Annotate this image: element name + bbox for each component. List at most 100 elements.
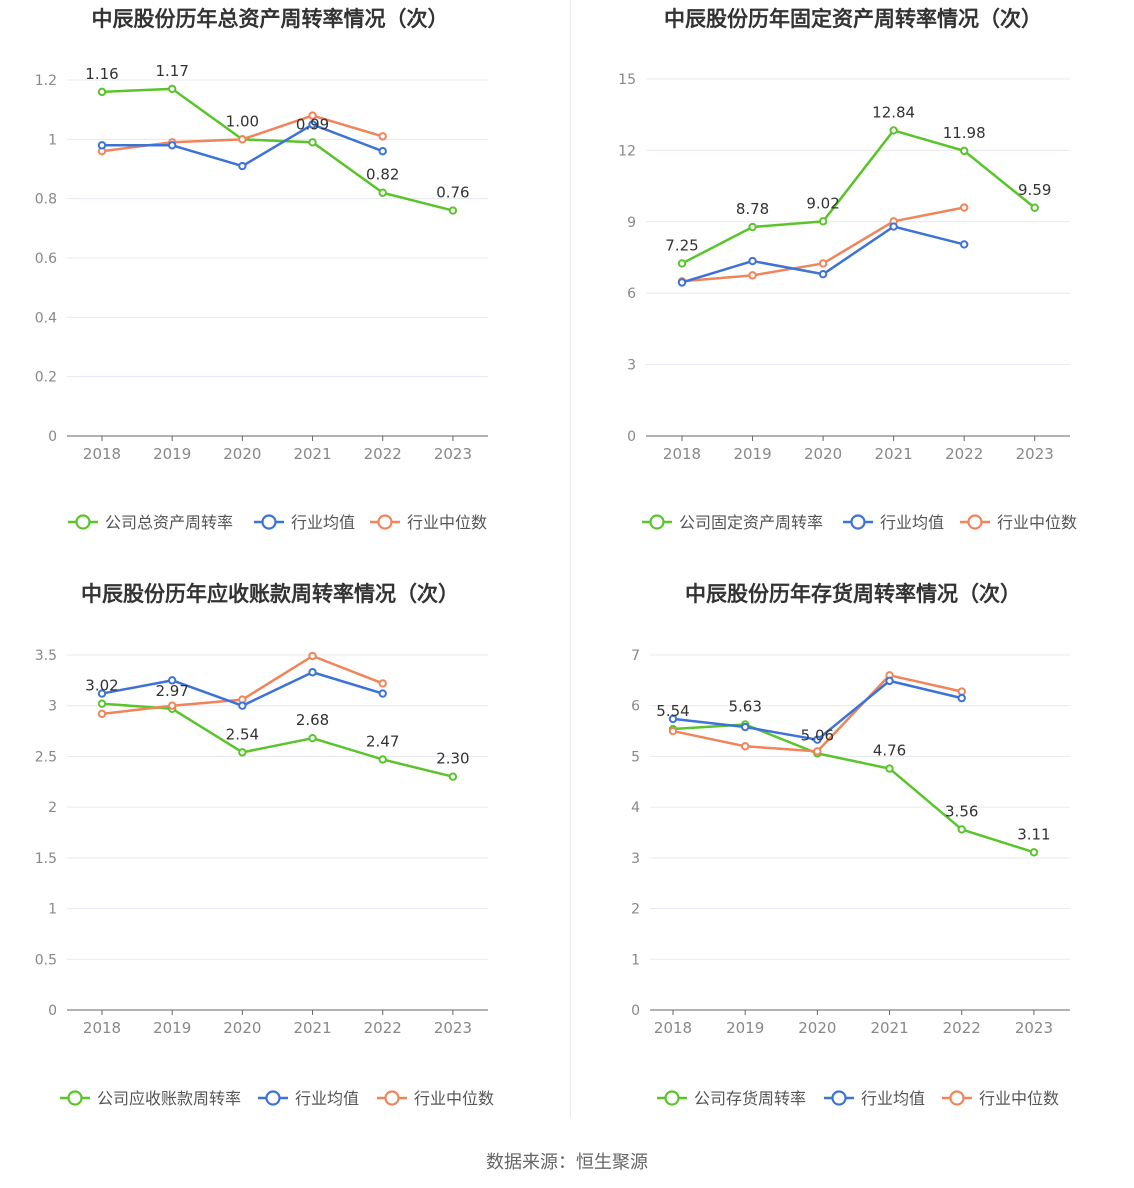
chart-svg: 中辰股份历年固定资产周转率情况（次） 0 3 6 9 12 15 2018 2019 2020 20… bbox=[618, 7, 1077, 532]
y-tick-label: 9 bbox=[627, 215, 636, 231]
legend-marker bbox=[967, 514, 983, 530]
data-point-median bbox=[97, 709, 107, 719]
series-line-avg bbox=[102, 123, 384, 168]
y-tick-label: 3.5 bbox=[35, 648, 57, 664]
data-label: 2.68 bbox=[296, 711, 329, 729]
y-tick-label: 0.6 bbox=[35, 251, 57, 267]
legend-item-median: 行业中位数 bbox=[370, 513, 487, 532]
data-label: 7.25 bbox=[665, 236, 698, 254]
x-tick-label: 2020 bbox=[804, 445, 842, 463]
y-tick-label: 0 bbox=[627, 429, 636, 445]
legend-marker bbox=[664, 1090, 680, 1106]
data-point-company bbox=[885, 764, 894, 773]
x-tick-label: 2023 bbox=[1015, 1019, 1053, 1037]
x-tick-label: 2022 bbox=[945, 445, 983, 463]
y-tick-label: 0 bbox=[48, 1003, 57, 1019]
legend-label: 行业中位数 bbox=[414, 1089, 494, 1108]
data-point-avg bbox=[167, 141, 177, 150]
chart-title: 中辰股份历年固定资产周转率情况（次） bbox=[664, 7, 1042, 31]
data-point-company bbox=[889, 126, 898, 135]
data-label: 3.56 bbox=[945, 802, 978, 820]
data-point-company bbox=[957, 825, 966, 834]
data-point-company bbox=[1029, 848, 1039, 857]
series-line-company bbox=[101, 87, 454, 212]
x-tick-label: 2018 bbox=[654, 1019, 692, 1037]
data-point-avg bbox=[889, 222, 898, 231]
data-label: 2.97 bbox=[155, 682, 188, 700]
x-tick-label: 2023 bbox=[1016, 445, 1054, 463]
y-tick-label: 5 bbox=[631, 749, 640, 765]
series-line-company bbox=[681, 129, 1036, 265]
legend-label: 公司总资产周转率 bbox=[105, 513, 233, 532]
x-tick-label: 2021 bbox=[293, 445, 331, 463]
chart-svg: 中辰股份历年应收账款周转率情况（次） 0 0.5 1 1.5 2 2.5 3 3.5 2018 20… bbox=[35, 582, 494, 1108]
chart-title: 中辰股份历年总资产周转率情况（次） bbox=[92, 7, 449, 31]
data-label: 9.59 bbox=[1018, 181, 1051, 199]
chart-panel-fixed-asset-turnover: 中辰股份历年固定资产周转率情况（次） 0 3 6 9 12 15 2018 2019 2020 20… bbox=[567, 0, 1134, 575]
legend-label: 公司固定资产周转率 bbox=[679, 513, 823, 532]
data-point-avg bbox=[813, 735, 822, 744]
data-point-median bbox=[740, 742, 750, 751]
data-point-avg bbox=[378, 147, 387, 156]
legend-label: 行业中位数 bbox=[979, 1089, 1059, 1108]
data-point-avg bbox=[167, 676, 177, 685]
data-point-median bbox=[378, 679, 387, 688]
data-point-company bbox=[677, 259, 687, 268]
y-tick-label: 2 bbox=[48, 800, 57, 816]
x-tick-label: 2023 bbox=[434, 1019, 472, 1037]
y-tick-label: 0.2 bbox=[35, 370, 57, 386]
data-point-median bbox=[167, 701, 177, 710]
legend-item-median: 行业中位数 bbox=[942, 1089, 1059, 1108]
legend-item-company: 公司总资产周转率 bbox=[68, 513, 233, 532]
x-tick-label: 2018 bbox=[83, 1019, 121, 1037]
y-tick-label: 3 bbox=[631, 851, 640, 867]
legend-item-median: 行业中位数 bbox=[960, 513, 1077, 532]
data-label: 5.06 bbox=[801, 726, 834, 744]
data-label: 1.16 bbox=[85, 65, 118, 83]
chart-title: 中辰股份历年存货周转率情况（次） bbox=[685, 582, 1021, 606]
data-label: 3.02 bbox=[85, 677, 118, 695]
data-point-company bbox=[97, 87, 107, 97]
data-point-median bbox=[959, 203, 969, 212]
y-tick-label: 2.5 bbox=[35, 749, 57, 765]
legend-label: 行业中位数 bbox=[997, 513, 1077, 532]
data-point-company bbox=[308, 138, 317, 147]
y-tick-label: 0.4 bbox=[35, 310, 57, 326]
legend-item-avg: 行业均值 bbox=[843, 513, 944, 532]
legend-item-median: 行业中位数 bbox=[377, 1089, 494, 1108]
data-point-avg bbox=[818, 269, 828, 279]
legend-item-avg: 行业均值 bbox=[258, 1089, 359, 1108]
data-point-median bbox=[813, 747, 822, 756]
legend-label: 公司应收账款周转率 bbox=[97, 1089, 241, 1108]
x-tick-label: 2022 bbox=[943, 1019, 981, 1037]
data-label: 2.54 bbox=[226, 725, 259, 743]
data-point-avg bbox=[378, 689, 387, 698]
y-tick-label: 2 bbox=[631, 902, 640, 918]
data-source: 数据来源：恒生聚源 bbox=[486, 1152, 648, 1173]
legend-label: 公司存货周转率 bbox=[694, 1089, 806, 1108]
chart-title: 中辰股份历年应收账款周转率情况（次） bbox=[81, 582, 459, 606]
data-point-avg bbox=[748, 256, 757, 266]
legend-marker bbox=[67, 1090, 83, 1106]
data-point-avg bbox=[740, 722, 750, 732]
y-tick-label: 0.5 bbox=[35, 952, 57, 968]
x-tick-label: 2018 bbox=[83, 445, 121, 463]
legend-marker bbox=[261, 514, 277, 530]
data-point-avg bbox=[957, 693, 966, 703]
data-label: 4.76 bbox=[873, 742, 906, 760]
x-tick-label: 2018 bbox=[663, 445, 701, 463]
chart-panel-receivables-turnover: 中辰股份历年应收账款周转率情况（次） 0 0.5 1 1.5 2 2.5 3 3.5 2018 20… bbox=[0, 575, 567, 1150]
legend-item-company: 公司应收账款周转率 bbox=[60, 1089, 241, 1108]
legend-label: 行业均值 bbox=[291, 513, 355, 532]
data-point-company bbox=[308, 733, 317, 743]
data-point-company bbox=[1030, 203, 1039, 212]
legend-label: 行业均值 bbox=[861, 1089, 925, 1108]
data-point-avg bbox=[238, 701, 247, 710]
legend-item-avg: 行业均值 bbox=[254, 513, 355, 532]
x-tick-label: 2022 bbox=[364, 445, 402, 463]
data-point-avg bbox=[308, 668, 317, 677]
data-point-company bbox=[167, 84, 177, 94]
data-point-company bbox=[448, 772, 458, 781]
chart-svg: 中辰股份历年存货周转率情况（次） 0 1 2 3 4 5 6 7 2018 2019 2020 2021… bbox=[631, 582, 1070, 1108]
y-tick-label: 1 bbox=[631, 952, 640, 968]
